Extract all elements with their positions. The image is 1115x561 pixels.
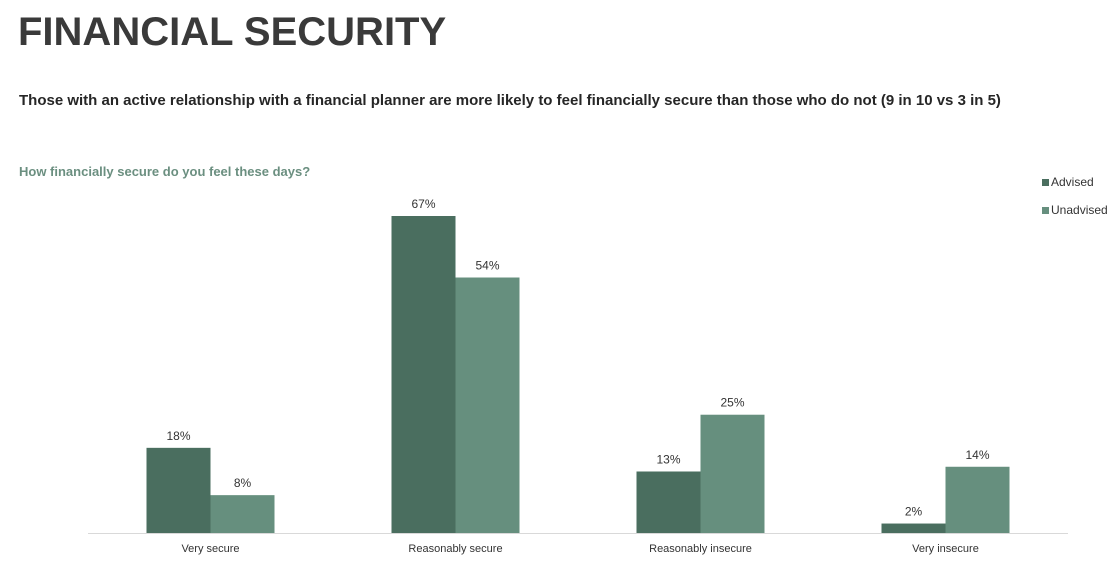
bar-advised-4 (881, 523, 946, 533)
bar-unadvised-2 (455, 277, 520, 533)
value-label-advised-4: 2% (905, 505, 923, 519)
chart-title: How financially secure do you feel these… (19, 164, 311, 179)
value-label-advised-2: 67% (411, 197, 435, 211)
legend-swatch-advised (1042, 178, 1049, 186)
chart-legend: Advised Unadvised (1042, 175, 1108, 231)
value-label-unadvised-1: 8% (234, 476, 252, 490)
value-label-unadvised-4: 14% (965, 448, 989, 462)
bar-unadvised-3 (700, 414, 765, 533)
legend-label-advised: Advised (1051, 175, 1094, 189)
legend-label-unadvised: Unadvised (1051, 203, 1108, 217)
category-label-2: Reasonably secure (408, 543, 502, 555)
bar-unadvised-1 (210, 495, 275, 533)
category-label-4: Very insecure (912, 543, 979, 555)
bar-unadvised-4 (945, 466, 1010, 533)
value-label-unadvised-3: 25% (720, 396, 744, 410)
value-label-unadvised-2: 54% (475, 259, 499, 273)
page-title: FINANCIAL SECURITY (18, 10, 447, 54)
page-subtitle: Those with an active relationship with a… (19, 92, 1001, 109)
value-label-advised-1: 18% (166, 429, 190, 443)
category-label-3: Reasonably insecure (649, 543, 752, 555)
legend-item-advised: Advised (1042, 175, 1108, 189)
legend-item-unadvised: Unadvised (1042, 203, 1108, 217)
category-label-1: Very secure (181, 543, 239, 555)
bar-advised-3 (636, 471, 701, 533)
bar-advised-1 (146, 447, 211, 533)
legend-swatch-unadvised (1042, 206, 1049, 214)
bar-advised-2 (391, 216, 456, 533)
value-label-advised-3: 13% (656, 452, 680, 466)
